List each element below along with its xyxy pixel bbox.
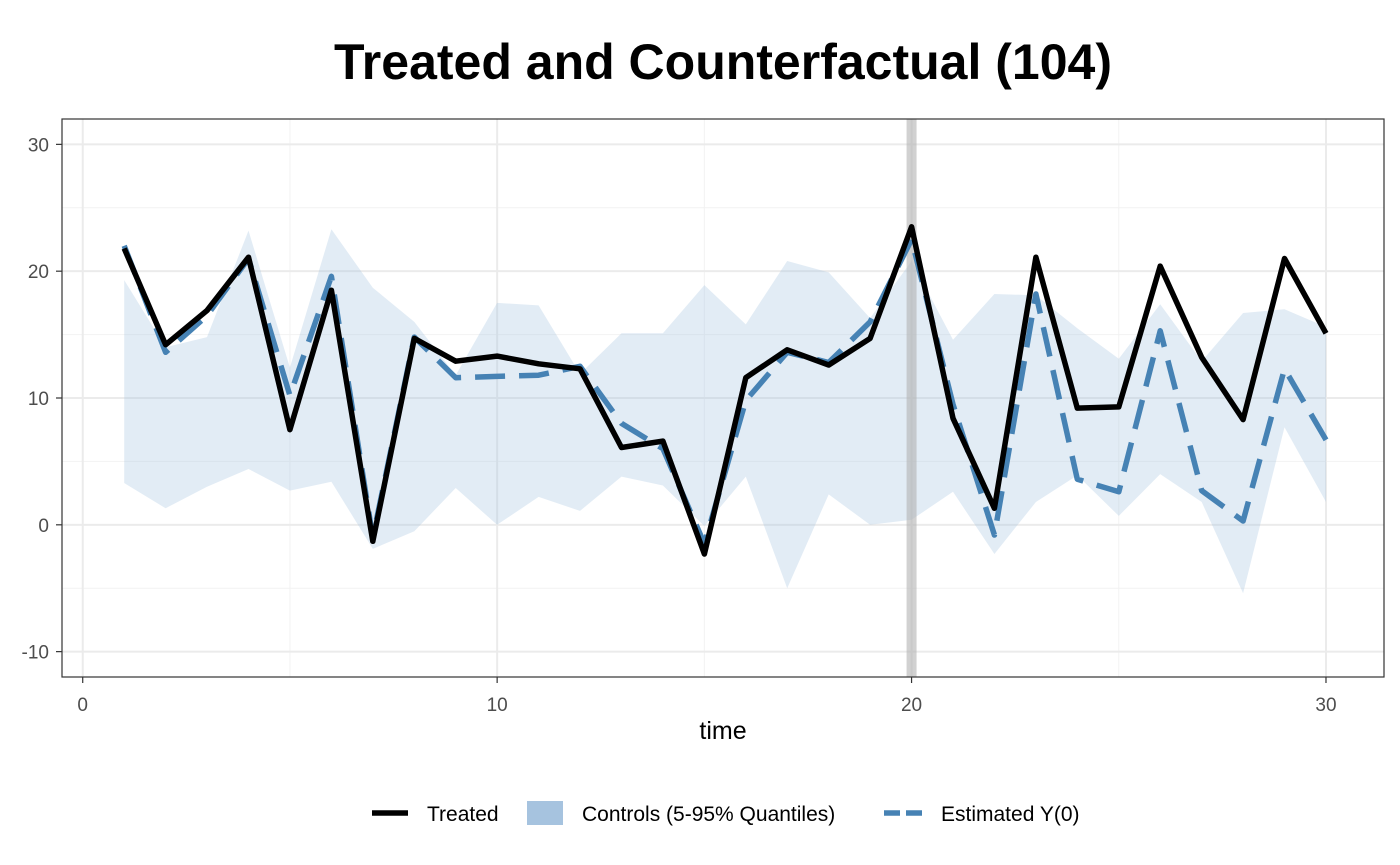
- treated-line: [121, 224, 1329, 557]
- axis-ticks: -10 0 10 20 30 0 10 20 30: [22, 135, 1337, 716]
- y-tick-label: 0: [38, 516, 49, 537]
- x-tick-label: 0: [77, 695, 88, 716]
- legend-key-controls: [527, 801, 563, 825]
- plot-panel: [61, 118, 1385, 678]
- legend: Treated Controls (5-95% Quantiles) Estimat…: [372, 801, 1080, 826]
- x-tick-label: 30: [1315, 695, 1336, 716]
- x-tick-label: 20: [901, 695, 922, 716]
- x-axis-title: time: [699, 717, 746, 745]
- y-tick-label: 10: [28, 389, 49, 410]
- legend-label-controls: Controls (5-95% Quantiles): [582, 803, 835, 826]
- x-tick-label: 10: [487, 695, 508, 716]
- y-tick-label: 30: [28, 135, 49, 156]
- y-tick-label: 20: [28, 262, 49, 283]
- legend-label-treated: Treated: [427, 803, 499, 826]
- chart-title: Treated and Counterfactual (104): [334, 34, 1112, 90]
- legend-label-estimated: Estimated Y(0): [941, 803, 1080, 826]
- y-tick-label: -10: [22, 643, 49, 664]
